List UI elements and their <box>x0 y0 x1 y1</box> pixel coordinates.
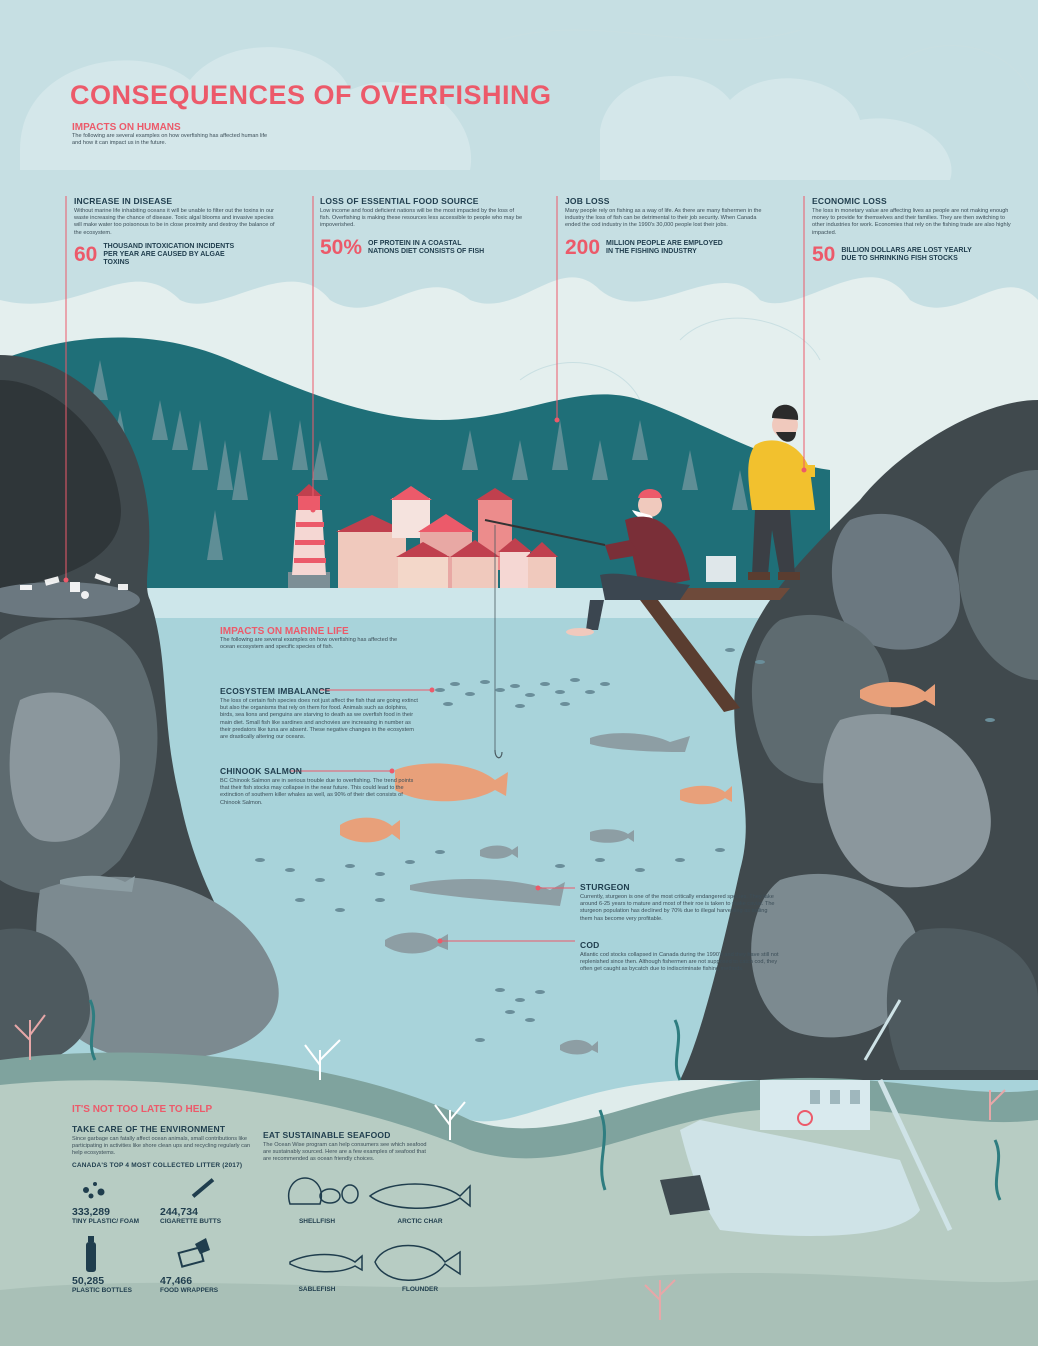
impact-jobs: JOB LOSS Many people rely on fishing as … <box>565 196 770 260</box>
litter-count: 333,289 <box>72 1206 110 1218</box>
trash-pile <box>20 573 128 599</box>
shipwreck <box>660 999 953 1236</box>
seafood-label-flounder: FLOUNDER <box>401 1286 439 1293</box>
marine-intro-text: The following are several examples on ho… <box>220 637 398 651</box>
marine-cod: COD Atlantic cod stocks collapsed in Can… <box>580 940 780 974</box>
stat-text: MILLION PEOPLE ARE EMPLOYED IN THE FISHI… <box>606 239 723 255</box>
marine-salmon: CHINOOK SALMON BC Chinook Salmon are in … <box>220 766 420 807</box>
page-title: CONSEQUENCES OF OVERFISHING <box>70 80 552 110</box>
marine-text: Currently, sturgeon is one of the most c… <box>580 894 775 922</box>
stat-text: THOUSAND INTOXICATION INCIDENTS PER YEAR… <box>103 242 235 266</box>
marine-title: ECOSYSTEM IMBALANCE <box>220 686 331 696</box>
seafood-label-arctic-char: ARCTIC CHAR <box>397 1218 443 1225</box>
impact-stat: 50 BILLION DOLLARS ARE LOST YEARLY DUE T… <box>812 243 1017 267</box>
seafood-label-shellfish: SHELLFISH <box>298 1218 336 1225</box>
help-heading: IT'S NOT TOO LATE TO HELP <box>72 1104 213 1115</box>
marine-text: The loss of certain fish species does no… <box>220 698 418 741</box>
marine-title: STURGEON <box>580 882 630 892</box>
impact-title: JOB LOSS <box>565 196 610 206</box>
stat-number: 50% <box>320 235 363 259</box>
impact-text: Many people rely on fishing as a way of … <box>565 208 762 229</box>
impact-text: Without marine life inhabiting oceans it… <box>74 208 275 236</box>
stat-number: 200 <box>565 235 601 259</box>
seafood-label-sablefish: SABLEFISH <box>298 1286 336 1293</box>
impact-title: INCREASE IN DISEASE <box>74 196 173 206</box>
litter-item: 47,466 FOOD WRAPPERS <box>160 1275 250 1294</box>
impact-stat: 60 THOUSAND INTOXICATION INCIDENTS PER Y… <box>74 243 279 267</box>
marine-heading: IMPACTS ON MARINE LIFE <box>220 626 349 637</box>
litter-item: 244,734 CIGARETTE BUTTS <box>160 1206 250 1225</box>
young-fisherman <box>748 404 815 580</box>
marine-ecosystem: ECOSYSTEM IMBALANCE The loss of certain … <box>220 686 420 741</box>
impact-title: LOSS OF ESSENTIAL FOOD SOURCE <box>320 196 479 206</box>
lighthouse <box>288 484 330 592</box>
help-seafood: EAT SUSTAINABLE SEAFOOD The Ocean Wise p… <box>263 1130 433 1164</box>
impact-stat: 200 MILLION PEOPLE ARE EMPLOYED IN THE F… <box>565 236 770 260</box>
marine-text: Atlantic cod stocks collapsed in Canada … <box>580 952 779 973</box>
village <box>336 486 558 588</box>
marine-title: CHINOOK SALMON <box>220 766 303 776</box>
marine-title: COD <box>580 940 600 950</box>
impact-title: ECONOMIC LOSS <box>812 196 887 206</box>
help-env-text: Since garbage can fatally affect ocean a… <box>72 1136 251 1157</box>
litter-count: 47,466 <box>160 1275 193 1287</box>
litter-count: 244,734 <box>160 1206 198 1218</box>
stat-number: 60 <box>74 242 98 266</box>
impact-text: Low income and food deficient nations wi… <box>320 208 523 229</box>
litter-count: 50,285 <box>72 1275 105 1287</box>
litter-icons <box>83 1178 215 1272</box>
help-seafood-title: EAT SUSTAINABLE SEAFOOD <box>263 1130 391 1140</box>
seafood-icons <box>288 1177 471 1281</box>
mountain-range <box>0 337 830 590</box>
help-environment: TAKE CARE OF THE ENVIRONMENT Since garba… <box>72 1124 252 1171</box>
litter-heading: CANADA'S TOP 4 MOST COLLECTED LITTER (20… <box>72 1161 243 1169</box>
litter-label: TINY PLASTIC/ FOAM <box>72 1218 140 1225</box>
impact-stat: 50% OF PROTEIN IN A COASTAL NATIONS DIET… <box>320 236 525 260</box>
litter-item: 50,285 PLASTIC BOTTLES <box>72 1275 162 1294</box>
humans-intro: IMPACTS ON HUMANS The following are seve… <box>72 122 272 147</box>
impact-disease: INCREASE IN DISEASE Without marine life … <box>74 196 279 267</box>
stat-number: 50 <box>812 242 836 266</box>
help-seafood-text: The Ocean Wise program can help consumer… <box>263 1142 427 1163</box>
stat-text: BILLION DOLLARS ARE LOST YEARLY DUE TO S… <box>841 246 972 262</box>
litter-label: PLASTIC BOTTLES <box>72 1287 132 1294</box>
impact-food: LOSS OF ESSENTIAL FOOD SOURCE Low income… <box>320 196 525 260</box>
litter-label: CIGARETTE BUTTS <box>160 1218 222 1225</box>
marine-intro: IMPACTS ON MARINE LIFE The following are… <box>220 626 410 651</box>
clouds <box>0 0 1038 308</box>
humans-heading: IMPACTS ON HUMANS <box>72 122 181 133</box>
marine-text: BC Chinook Salmon are in serious trouble… <box>220 778 414 806</box>
old-fisherman <box>566 489 690 636</box>
impact-text: The loss in monetary value are affecting… <box>812 208 1011 236</box>
humans-intro-text: The following are several examples on ho… <box>72 133 268 147</box>
help-env-title: TAKE CARE OF THE ENVIRONMENT <box>72 1124 226 1134</box>
impact-economic: ECONOMIC LOSS The loss in monetary value… <box>812 196 1017 267</box>
litter-label: FOOD WRAPPERS <box>160 1287 219 1294</box>
litter-item: 333,289 TINY PLASTIC/ FOAM <box>72 1206 162 1225</box>
marine-sturgeon: STURGEON Currently, sturgeon is one of t… <box>580 882 780 923</box>
stat-text: OF PROTEIN IN A COASTAL NATIONS DIET CON… <box>368 239 485 255</box>
